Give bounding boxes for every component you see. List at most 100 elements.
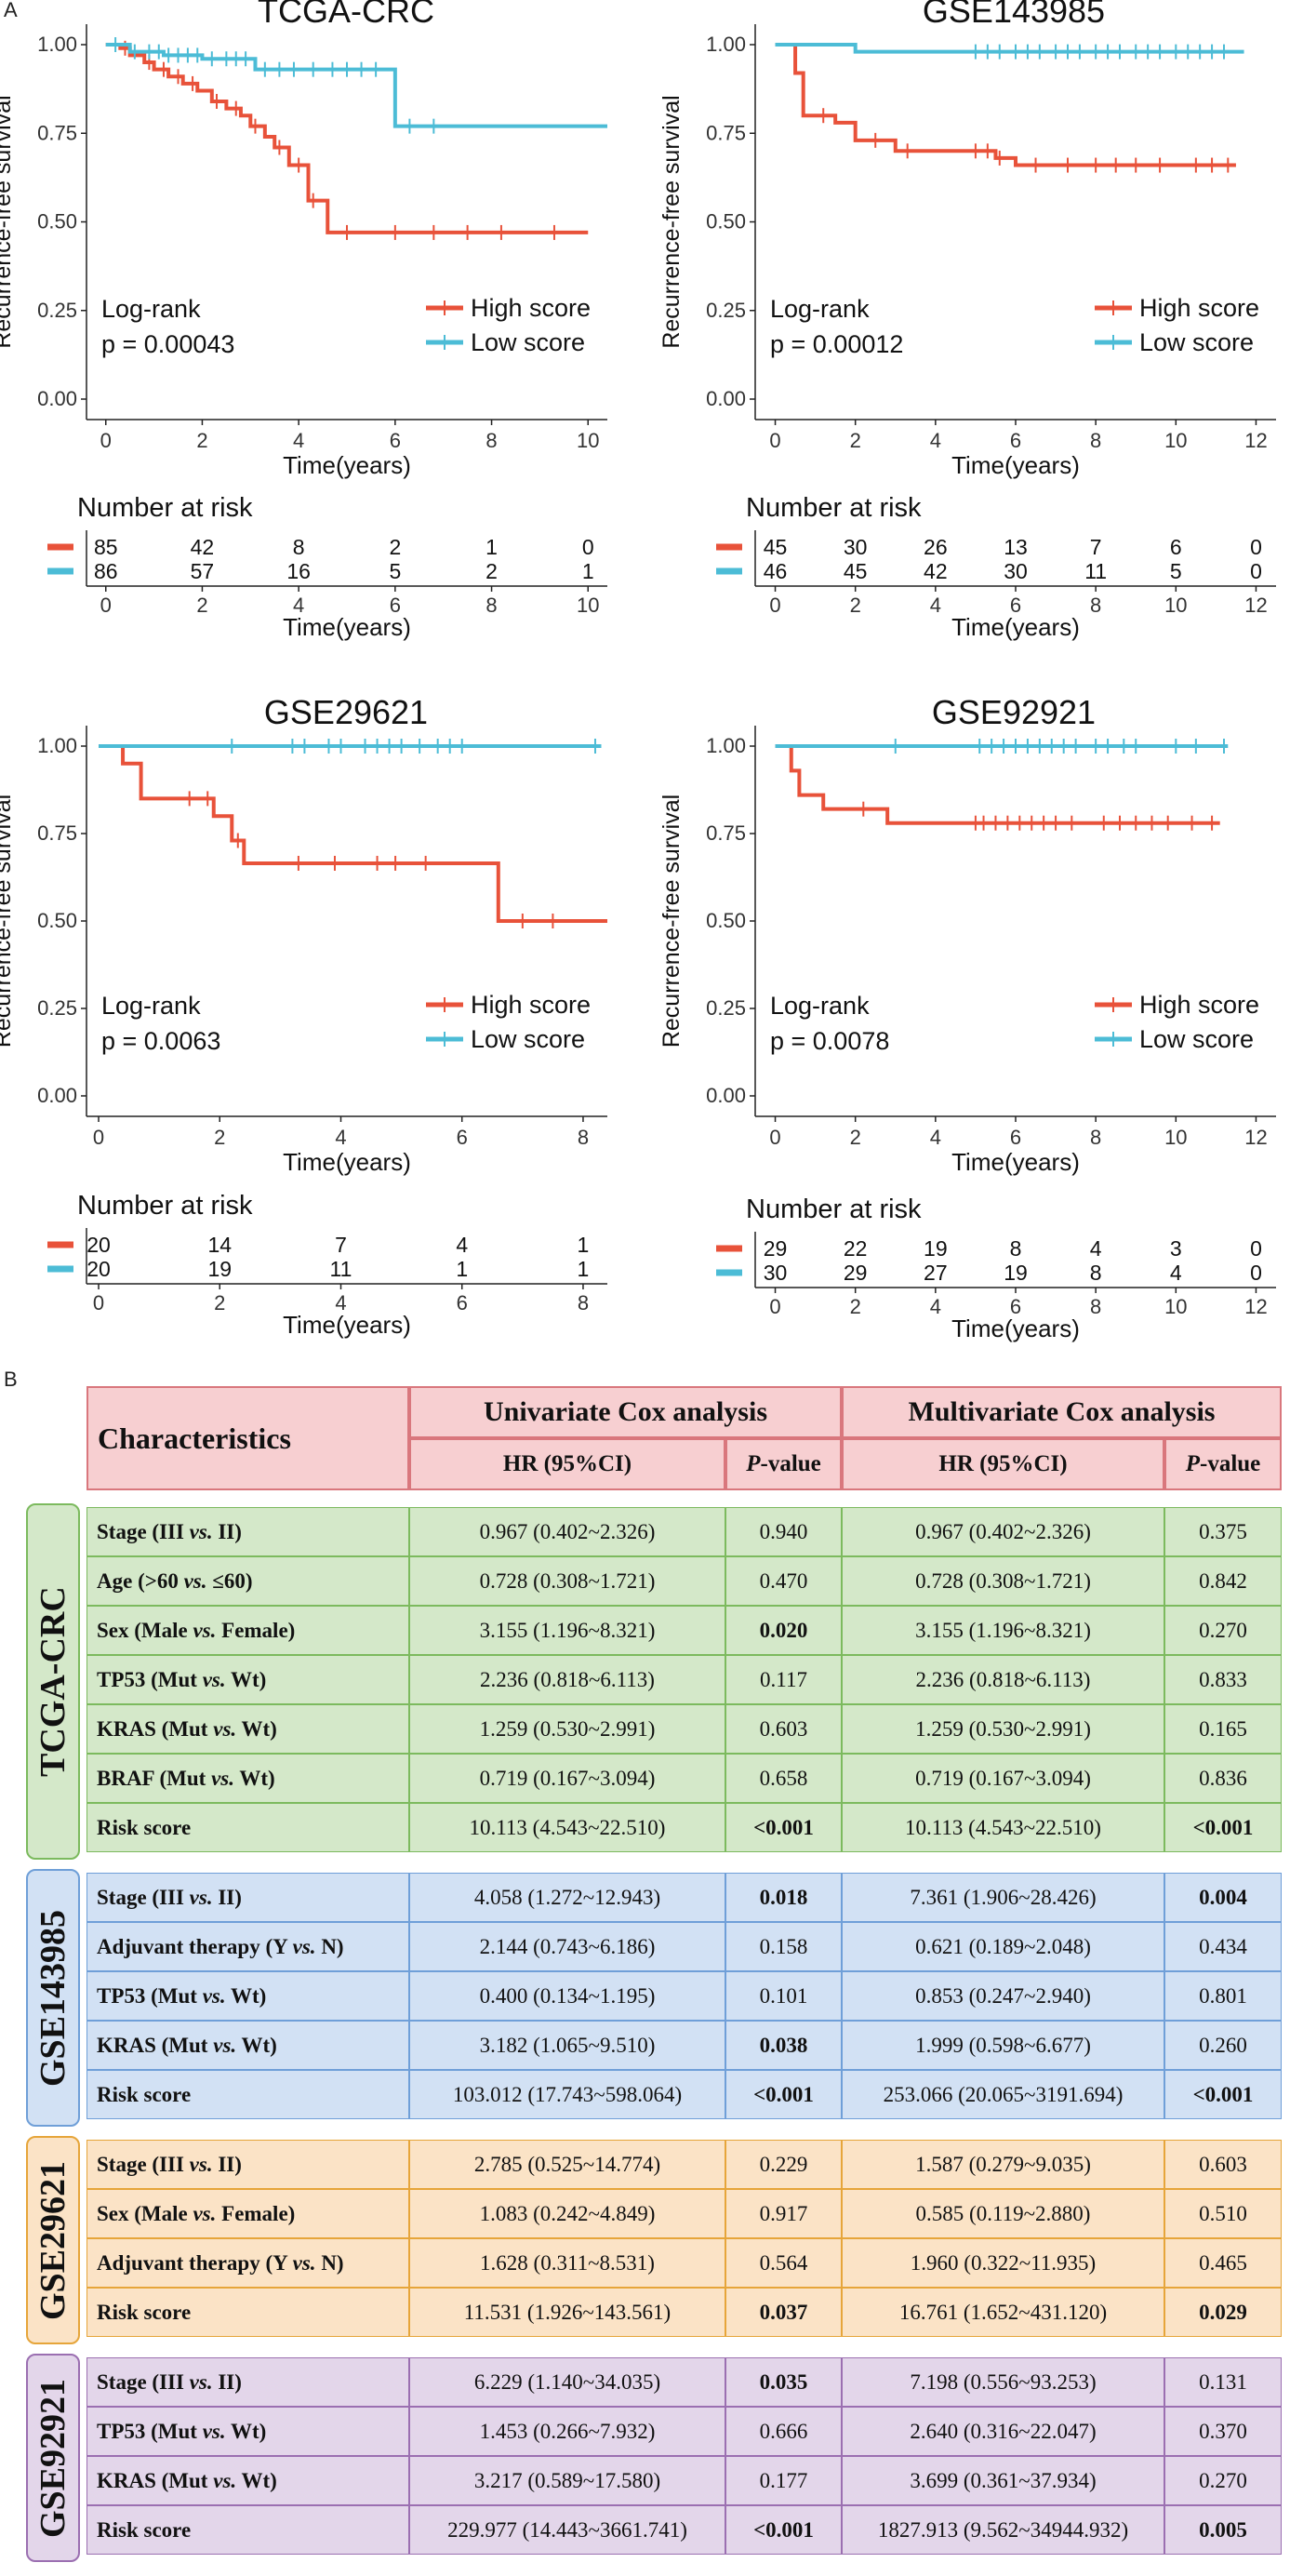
x-axis-label: Time(years): [283, 1148, 411, 1176]
multi-p-value: 0.005: [1164, 2505, 1282, 2555]
risk-x-tick-label: 8: [485, 594, 497, 617]
y-tick-label: 0.00: [706, 387, 746, 410]
logrank-label: Log-rank: [101, 992, 201, 1020]
risk-low-count: 8: [1090, 1261, 1102, 1285]
x-tick-label: 10: [1164, 429, 1187, 452]
y-tick-label: 0.75: [37, 121, 77, 144]
name-text: TP53 (Mut: [97, 1667, 203, 1691]
risk-x-tick-label: 8: [578, 1291, 589, 1315]
multi-hr-value: 0.728 (0.308~1.721): [842, 1556, 1164, 1606]
risk-low-count: 20: [86, 1257, 111, 1281]
uni-hr-value: 4.058 (1.272~12.943): [409, 1873, 725, 1922]
risk-high-count: 19: [924, 1236, 948, 1261]
risk-low-count: 16: [286, 559, 311, 583]
risk-low-count: 30: [764, 1261, 788, 1285]
name-text: Stage (III: [97, 2152, 190, 2176]
name-text-end: Wt): [234, 1766, 275, 1790]
risk-x-tick-label: 6: [1010, 594, 1021, 617]
group-label: GSE92921: [26, 2354, 80, 2562]
multi-hr-value: 10.113 (4.543~22.510): [842, 1803, 1164, 1852]
multi-hr-header: HR (95%CI): [842, 1438, 1164, 1490]
multi-p-value: 0.260: [1164, 2021, 1282, 2070]
table-subheader-row: HR (95%CI) P-value HR (95%CI) P-value: [86, 1438, 1282, 1490]
table-row: KRAS (Mut vs. Wt) 3.182 (1.065~9.510) 0.03…: [86, 2021, 1282, 2070]
y-tick-label: 0.50: [37, 210, 77, 234]
risk-x-tick-label: 6: [1010, 1295, 1021, 1318]
risk-table-title: Number at risk: [746, 1195, 922, 1224]
risk-x-tick-label: 4: [335, 1291, 346, 1315]
characteristic-name: Adjuvant therapy (Y vs. N): [86, 1922, 409, 1971]
vs-text: vs.: [213, 2033, 237, 2057]
name-text-end: Wt): [236, 2468, 277, 2492]
x-tick-label: 6: [1010, 429, 1021, 452]
multi-hr-value: 2.640 (0.316~22.047): [842, 2407, 1164, 2456]
y-tick-label: 1.00: [706, 734, 746, 757]
group-spacer: [86, 2337, 1282, 2357]
uni-p-value: 0.035: [725, 2357, 842, 2407]
high-score-curve: [99, 744, 607, 923]
multi-hr-value: 3.155 (1.196~8.321): [842, 1606, 1164, 1655]
risk-low-count: 86: [94, 559, 118, 583]
multi-hr-value: 2.236 (0.818~6.113): [842, 1655, 1164, 1704]
characteristic-name: TP53 (Mut vs. Wt): [86, 2407, 409, 2456]
multi-hr-value: 1.960 (0.322~11.935): [842, 2238, 1164, 2288]
table-header-row: Characteristics Univariate Cox analysis Mu…: [86, 1386, 1282, 1490]
uni-hr-value: 103.012 (17.743~598.064): [409, 2070, 725, 2119]
risk-low-count: 5: [389, 559, 401, 583]
risk-low-count: 45: [844, 559, 868, 583]
table-row: Risk score 103.012 (17.743~598.064) <0.001…: [86, 2070, 1282, 2119]
uni-hr-value: 0.400 (0.134~1.195): [409, 1971, 725, 2021]
legend-high-label: High score: [1139, 294, 1259, 322]
name-text-end: Wt): [225, 2419, 267, 2443]
uni-hr-value: 1.628 (0.311~8.531): [409, 2238, 725, 2288]
y-tick-label: 0.00: [37, 1084, 77, 1107]
table-row: Age (>60 vs. ≤60) 0.728 (0.308~1.721) 0.47…: [86, 1556, 1282, 1606]
risk-x-axis-label: Time(years): [951, 613, 1080, 641]
x-tick-label: 0: [769, 1126, 780, 1149]
risk-low-count: 1: [456, 1257, 468, 1281]
name-text: Age (>60: [97, 1568, 184, 1593]
uni-p-value: 0.564: [725, 2238, 842, 2288]
uni-p-value: 0.018: [725, 1873, 842, 1922]
plot-title: GSE29621: [264, 693, 428, 731]
uni-p-value: <0.001: [725, 2070, 842, 2119]
table-row: Risk score 10.113 (4.543~22.510) <0.001 10.…: [86, 1803, 1282, 1852]
risk-x-tick-label: 4: [930, 1295, 941, 1318]
x-axis-label: Time(years): [283, 451, 411, 479]
spacer-cell: [86, 1852, 1282, 1873]
table-row: TP53 (Mut vs. Wt) 1.453 (0.266~7.932) 0.66…: [86, 2407, 1282, 2456]
name-text: Adjuvant therapy (Y: [97, 1934, 293, 1958]
x-tick-label: 6: [457, 1126, 468, 1149]
x-tick-label: 10: [577, 429, 599, 452]
uni-p-value: 0.117: [725, 1655, 842, 1704]
uni-p-value: 0.470: [725, 1556, 842, 1606]
vs-text: vs.: [189, 2369, 213, 2394]
risk-high-count: 85: [94, 535, 118, 559]
risk-high-count: 13: [1004, 535, 1028, 559]
name-text-end: N): [315, 1934, 344, 1958]
logrank-label: Log-rank: [770, 295, 870, 323]
name-text: Risk score: [97, 2300, 192, 2324]
vs-text: vs.: [211, 1766, 234, 1790]
spacer-cell: [86, 2119, 1282, 2140]
name-text-end: Wt): [225, 1667, 267, 1691]
characteristic-name: TP53 (Mut vs. Wt): [86, 1971, 409, 2021]
y-tick-label: 0.75: [706, 821, 746, 845]
multi-p-value: 0.270: [1164, 1606, 1282, 1655]
multi-p-value: 0.510: [1164, 2189, 1282, 2238]
characteristic-name: Risk score: [86, 2070, 409, 2119]
risk-x-tick-label: 2: [196, 594, 207, 617]
characteristic-name: Sex (Male vs. Female): [86, 2189, 409, 2238]
characteristic-name: BRAF (Mut vs. Wt): [86, 1754, 409, 1803]
table-row: KRAS (Mut vs. Wt) 3.217 (0.589~17.580) 0.1…: [86, 2456, 1282, 2505]
multi-hr-value: 1827.913 (9.562~34944.932): [842, 2505, 1164, 2555]
risk-x-tick-label: 8: [1090, 594, 1101, 617]
p-italic: P: [746, 1451, 761, 1476]
risk-high-count: 8: [1010, 1236, 1022, 1261]
y-tick-label: 0.25: [706, 996, 746, 1020]
uni-p-value: 0.158: [725, 1922, 842, 1971]
risk-high-count: 7: [1090, 535, 1102, 559]
y-tick-label: 0.50: [706, 909, 746, 932]
characteristic-name: Adjuvant therapy (Y vs. N): [86, 2238, 409, 2288]
